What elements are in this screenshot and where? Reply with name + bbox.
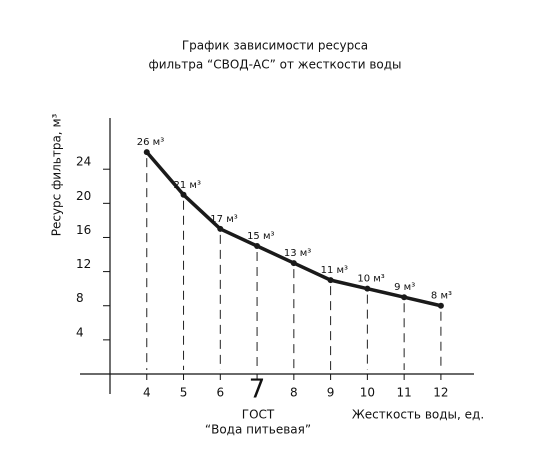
annotation: “Вода питьевая”	[205, 423, 311, 437]
point	[327, 277, 334, 284]
point	[290, 260, 297, 267]
value-label: 17 м³	[210, 214, 237, 225]
x-tick-label: 5	[180, 386, 188, 400]
x-axis-label: Жесткость воды, ед.	[352, 408, 484, 422]
value-label: 21 м³	[174, 180, 201, 191]
y-tick-label: 24	[76, 155, 91, 169]
x-tick-label: 12	[433, 386, 448, 400]
chart-title: График зависимости ресурса	[182, 39, 368, 53]
value-label: 13 м³	[284, 248, 311, 259]
x-tick-label: 4	[143, 386, 151, 400]
y-tick-label: 20	[76, 189, 91, 203]
x-tick-label: 9	[327, 386, 335, 400]
value-label: 9 м³	[394, 282, 415, 293]
chart-title: фильтра “СВОД-АС” от жесткости воды	[148, 58, 401, 72]
point	[217, 225, 224, 232]
y-tick-label: 4	[76, 325, 84, 339]
point	[401, 294, 408, 301]
y-tick-label: 8	[76, 291, 84, 305]
value-label: 10 м³	[357, 274, 384, 285]
x-tick-label: 10	[360, 386, 375, 400]
value-label: 15 м³	[247, 231, 274, 242]
point	[143, 149, 150, 156]
value-label: 8 м³	[431, 291, 452, 302]
value-label: 26 м³	[137, 137, 164, 148]
x-tick-label: 8	[290, 386, 298, 400]
y-tick-label: 12	[76, 257, 91, 271]
point	[180, 191, 187, 198]
x-tick-label: 7	[249, 375, 266, 405]
x-tick-label: 11	[397, 386, 412, 400]
point	[364, 285, 371, 292]
point	[437, 302, 444, 309]
y-axis-label: Ресурс фильтра, м³	[50, 114, 64, 237]
y-tick-label: 16	[76, 223, 91, 237]
point	[254, 243, 261, 249]
annotation: ГОСТ	[242, 408, 275, 422]
x-tick-label: 6	[216, 386, 224, 400]
value-label: 11 м³	[321, 265, 348, 276]
